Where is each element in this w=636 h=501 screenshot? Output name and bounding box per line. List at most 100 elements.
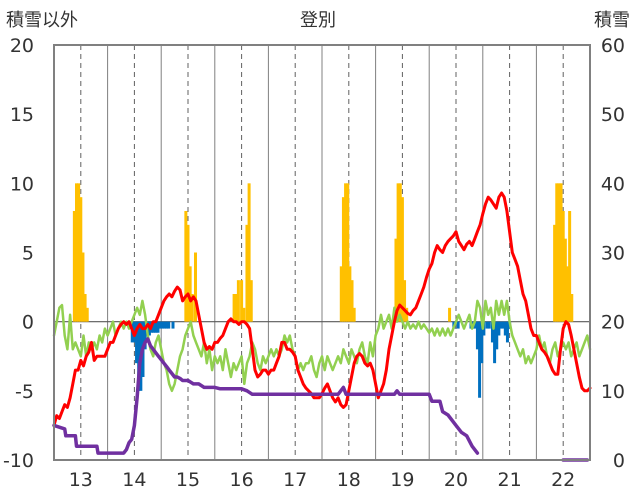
bar: [394, 238, 398, 322]
bar: [135, 321, 139, 364]
bar: [352, 307, 356, 322]
left-tick-label: 5: [22, 243, 34, 265]
left-tick-label: 20: [10, 35, 34, 57]
bar: [341, 197, 345, 322]
bar: [160, 321, 164, 329]
bar: [245, 224, 249, 322]
bar: [190, 294, 194, 322]
series-line: [52, 337, 480, 455]
left-tick-label: -5: [15, 381, 34, 403]
bar: [344, 183, 348, 322]
bar: [83, 294, 87, 322]
bar: [499, 321, 503, 329]
left-tick-label: 15: [10, 104, 34, 126]
bar: [490, 321, 494, 343]
bar: [156, 321, 160, 333]
left-tick-label: 10: [10, 173, 34, 195]
right-tick-label: 10: [601, 381, 625, 403]
x-tick-label: 19: [390, 469, 414, 491]
right-tick-label: 60: [601, 35, 625, 57]
bar: [405, 307, 409, 322]
bar: [165, 321, 169, 329]
x-tick-label: 13: [69, 469, 93, 491]
plot-area: -10 -5 0 5 10 15 20 0 10 20 30 40 50 60 13 14 15 16 17 18 19…: [3, 35, 625, 491]
plot-frame: [53, 44, 591, 461]
bar: [563, 238, 567, 322]
bar: [143, 321, 147, 350]
left-tick-label: -10: [3, 450, 34, 472]
x-tick-label: 20: [444, 469, 468, 491]
bar: [158, 321, 162, 329]
bar: [75, 183, 79, 322]
bar: [485, 321, 489, 329]
right-tick-label: 0: [613, 450, 625, 472]
bar: [247, 183, 251, 322]
bar: [188, 266, 192, 322]
bar: [396, 183, 400, 322]
bar: [503, 321, 507, 336]
bar: [557, 183, 561, 322]
x-tick-label: 17: [283, 469, 307, 491]
chart-title: 登別: [300, 10, 336, 31]
bar: [553, 224, 557, 322]
bar: [81, 252, 85, 322]
bar: [456, 321, 460, 329]
bar: [493, 321, 497, 364]
bar: [487, 321, 491, 329]
bar: [475, 321, 479, 350]
bar: [137, 321, 141, 391]
bar: [480, 321, 484, 364]
bar: [240, 280, 244, 322]
bar: [72, 211, 76, 322]
x-tick-label: 16: [230, 469, 254, 491]
bar: [561, 211, 565, 322]
bar: [184, 211, 188, 322]
bar: [242, 307, 246, 322]
bar: [348, 266, 352, 322]
bar: [501, 321, 505, 329]
bar: [234, 294, 238, 322]
bar: [339, 266, 343, 322]
right-tick-label: 30: [601, 243, 625, 265]
bar: [448, 307, 452, 322]
right-tick-label: 50: [601, 104, 625, 126]
bar: [236, 280, 240, 322]
left-axis-label: 積雪以外: [6, 10, 78, 31]
right-axis-label: 積雪: [594, 10, 630, 31]
bar: [398, 183, 402, 322]
bar: [85, 307, 89, 322]
bar: [194, 252, 198, 322]
right-tick-label: 20: [601, 312, 625, 334]
bar: [162, 321, 166, 329]
bar: [77, 183, 81, 322]
bar: [478, 321, 482, 398]
x-tick-label: 21: [498, 469, 522, 491]
bar: [505, 321, 509, 343]
bar: [403, 280, 407, 322]
bar: [350, 280, 354, 322]
bar: [568, 211, 572, 322]
bar: [565, 266, 569, 322]
bar: [249, 280, 253, 322]
bar: [473, 321, 477, 329]
bar: [555, 183, 559, 322]
bar: [400, 197, 404, 322]
bar: [495, 321, 499, 350]
bar: [570, 294, 574, 322]
series-line: [52, 299, 592, 393]
x-tick-label: 18: [337, 469, 361, 491]
x-tick-label: 22: [551, 469, 575, 491]
bar: [186, 224, 190, 322]
x-tick-label: 15: [176, 469, 200, 491]
bar: [79, 197, 83, 322]
bar: [346, 183, 350, 322]
bar: [232, 294, 236, 322]
bar: [167, 321, 171, 329]
x-tick-label: 14: [122, 469, 146, 491]
bar: [171, 321, 175, 329]
bar: [152, 321, 156, 333]
bar: [154, 321, 158, 333]
left-tick-label: 0: [22, 312, 34, 334]
bar: [497, 321, 501, 336]
